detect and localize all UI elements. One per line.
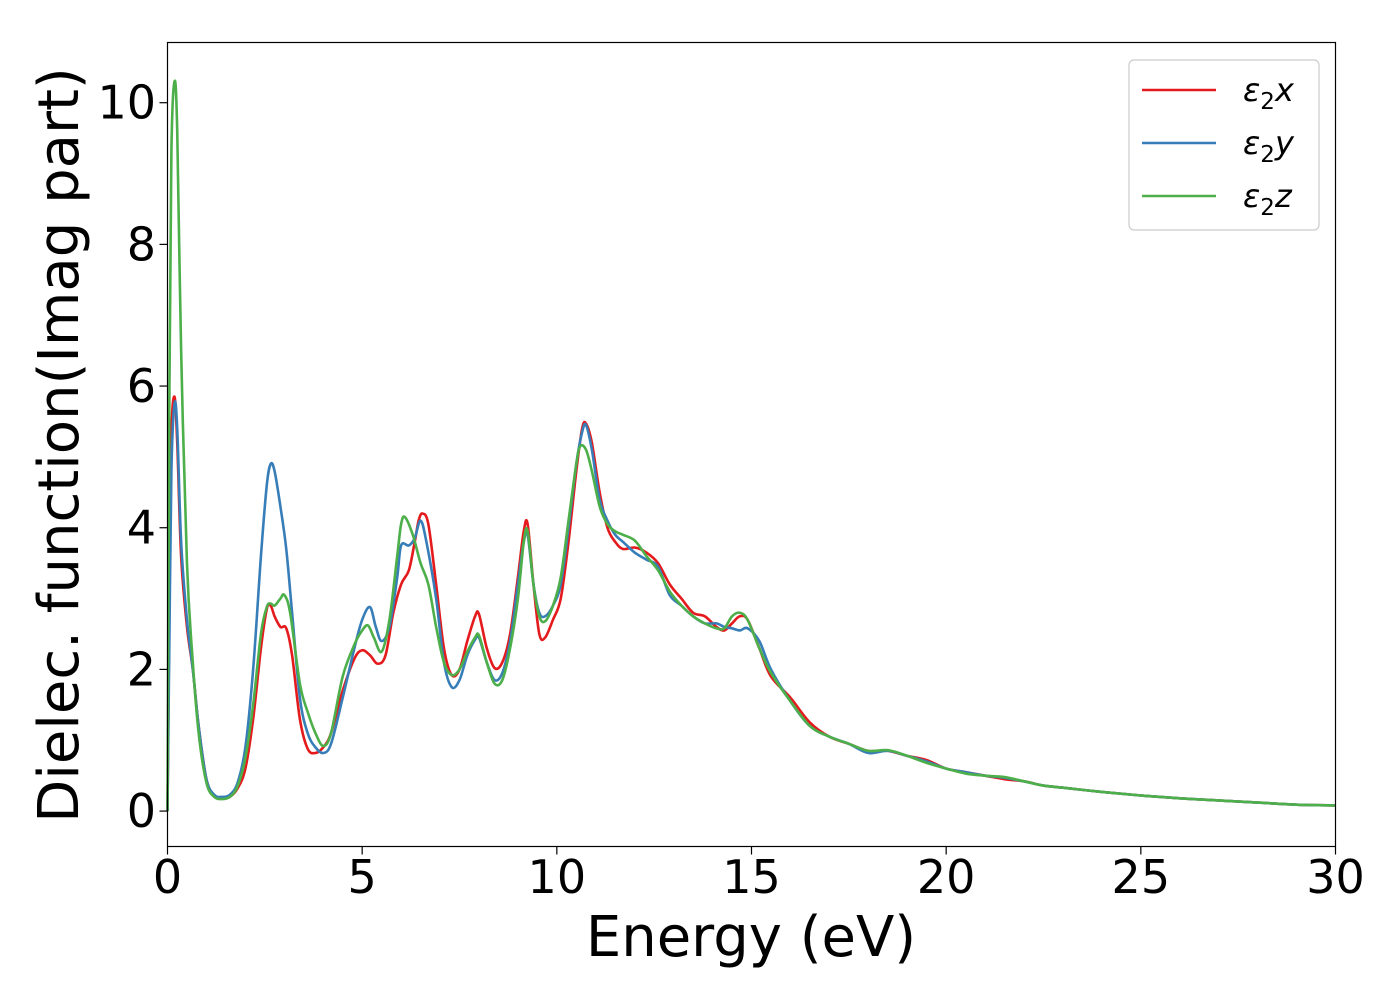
x-tick-label: 20 bbox=[917, 850, 976, 904]
series-lines bbox=[166, 79, 1336, 812]
x-tick-label: 25 bbox=[1112, 850, 1171, 904]
legend-label-3: ε2z bbox=[1243, 177, 1293, 221]
x-tick-label: 10 bbox=[528, 850, 587, 904]
y-tick-label: 10 bbox=[97, 76, 156, 130]
y-tick-label: 8 bbox=[127, 217, 156, 271]
legend-label-2: ε2y bbox=[1243, 124, 1295, 168]
y-tick-label: 6 bbox=[127, 359, 156, 413]
y-tick-label: 4 bbox=[127, 501, 156, 555]
legend-box bbox=[1128, 59, 1320, 231]
y-tick-label: 0 bbox=[127, 784, 156, 838]
y-axis-label: Dielec. function(Imag part) bbox=[27, 67, 92, 823]
legend: ε2x ε2y ε2z bbox=[1128, 59, 1320, 231]
x-tick-label: 5 bbox=[348, 850, 377, 904]
y-tick-label: 2 bbox=[127, 642, 156, 696]
x-tick-label: 15 bbox=[722, 850, 781, 904]
x-axis-label: Energy (eV) bbox=[586, 905, 916, 970]
legend-label-1: ε2x bbox=[1243, 71, 1295, 115]
x-tick-label: 30 bbox=[1306, 850, 1365, 904]
x-tick-label: 0 bbox=[153, 850, 182, 904]
series-line-3 bbox=[166, 79, 1336, 812]
axis-ticks: 0 5 10 15 20 25 30 0 2 4 6 8 10 bbox=[97, 76, 1364, 904]
